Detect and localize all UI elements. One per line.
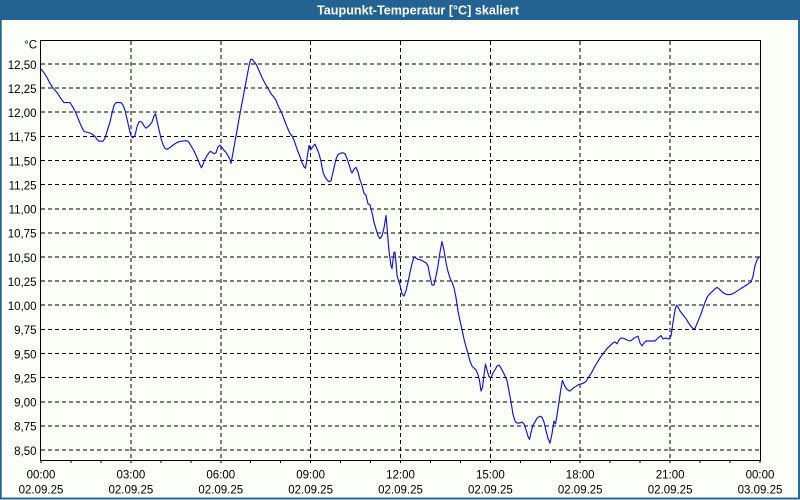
svg-text:8,75: 8,75: [14, 422, 36, 434]
svg-text:15:00: 15:00: [476, 470, 505, 482]
svg-text:02.09.25: 02.09.25: [468, 484, 513, 496]
svg-text:12,50: 12,50: [8, 60, 37, 72]
svg-text:09:00: 09:00: [296, 470, 325, 482]
svg-text:21:00: 21:00: [656, 470, 685, 482]
svg-text:02.09.25: 02.09.25: [109, 484, 154, 496]
svg-text:9,50: 9,50: [14, 349, 36, 361]
svg-text:12,25: 12,25: [8, 84, 37, 96]
svg-text:02.09.25: 02.09.25: [558, 484, 603, 496]
svg-text:00:00: 00:00: [27, 470, 56, 482]
svg-text:10,50: 10,50: [8, 253, 37, 265]
svg-text:03:00: 03:00: [117, 470, 146, 482]
svg-text:03.09.25: 03.09.25: [738, 484, 783, 496]
svg-text:9,75: 9,75: [14, 325, 36, 337]
svg-text:02.09.25: 02.09.25: [19, 484, 64, 496]
svg-text:11,75: 11,75: [9, 132, 37, 144]
svg-text:11,00: 11,00: [9, 205, 37, 217]
svg-text:02.09.25: 02.09.25: [648, 484, 693, 496]
svg-text:9,00: 9,00: [14, 398, 36, 410]
svg-text:8,50: 8,50: [14, 446, 36, 458]
svg-text:18:00: 18:00: [566, 470, 595, 482]
svg-text:12,00: 12,00: [8, 108, 37, 120]
svg-text:10,75: 10,75: [8, 229, 37, 241]
svg-text:11,25: 11,25: [9, 180, 37, 192]
svg-text:10,25: 10,25: [8, 277, 37, 289]
svg-text:06:00: 06:00: [206, 470, 235, 482]
svg-text:10,00: 10,00: [8, 301, 37, 313]
svg-text:02.09.25: 02.09.25: [198, 484, 243, 496]
svg-text:Taupunkt-Temperatur [°C] skali: Taupunkt-Temperatur [°C] skaliert: [317, 4, 520, 18]
svg-text:9,25: 9,25: [14, 373, 36, 385]
svg-text:02.09.25: 02.09.25: [288, 484, 333, 496]
svg-text:°C: °C: [24, 40, 37, 52]
svg-text:12:00: 12:00: [386, 470, 415, 482]
svg-text:00:00: 00:00: [746, 470, 775, 482]
svg-text:11,50: 11,50: [9, 156, 37, 168]
svg-text:02.09.25: 02.09.25: [378, 484, 423, 496]
